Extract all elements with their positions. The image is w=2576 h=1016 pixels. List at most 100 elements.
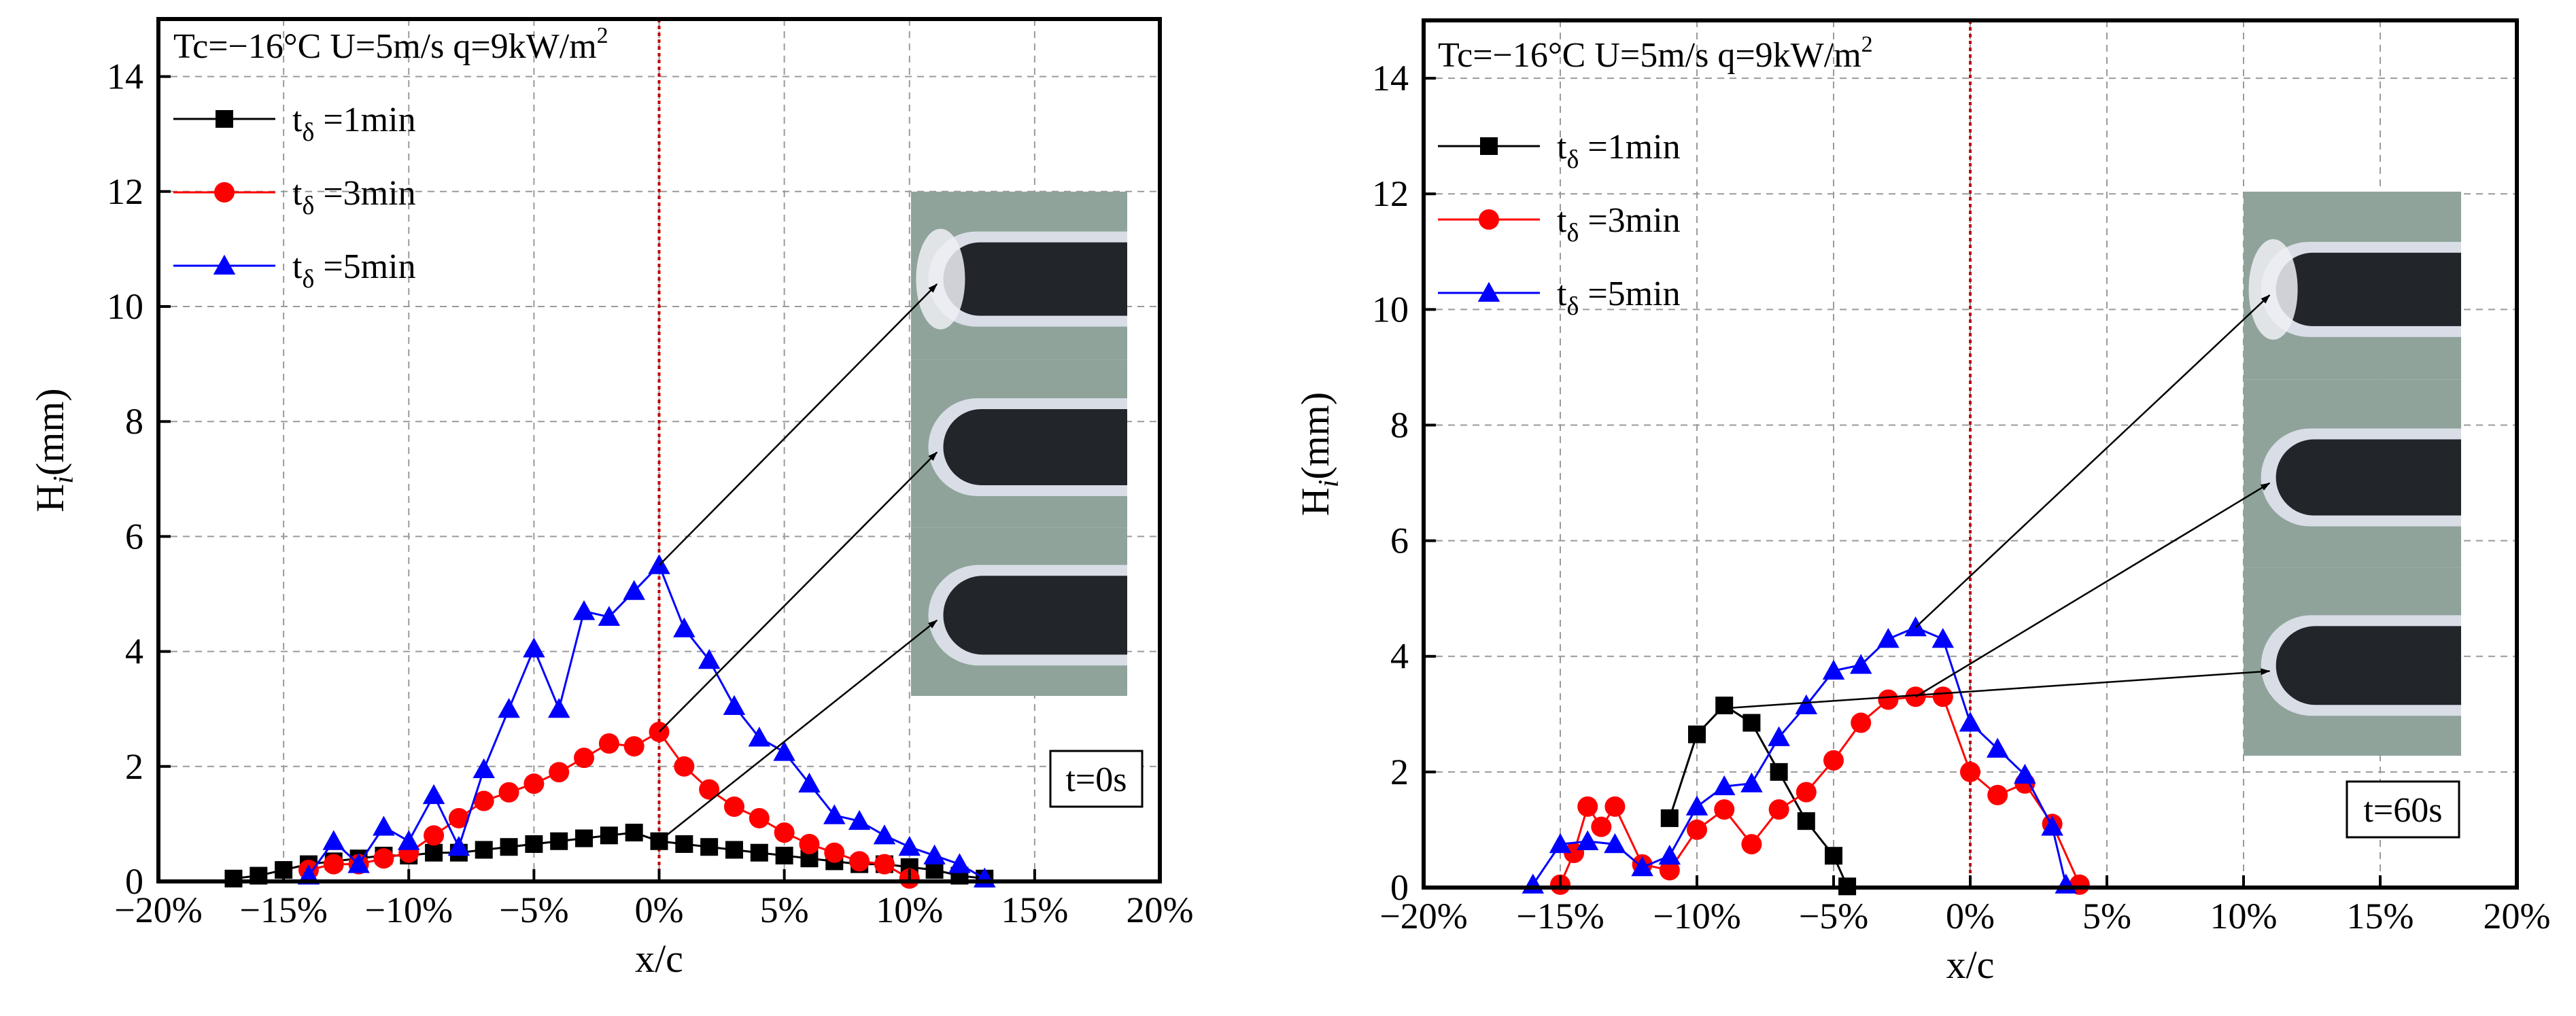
data-point	[1688, 725, 1706, 743]
data-point	[550, 832, 568, 850]
legend-marker	[216, 110, 233, 128]
data-point	[748, 726, 771, 747]
legend-label-suffix: =1min	[314, 101, 415, 139]
y-tick-label: 12	[1372, 173, 1409, 214]
annotation-label: t=0s	[1065, 760, 1127, 799]
legend-label: tδ =1min	[292, 101, 416, 147]
legend-marker	[1479, 209, 1499, 230]
x-axis-label: x/c	[1946, 943, 1995, 987]
x-tick-label: 15%	[1001, 890, 1068, 930]
x-tick-label: −15%	[1516, 896, 1604, 936]
y-label-main: H	[28, 484, 72, 512]
legend-label: tδ =5min	[1557, 275, 1681, 321]
ice-accretion	[2248, 239, 2298, 340]
chart-title-superscript: 2	[1861, 32, 1873, 57]
legend-label-sub: δ	[1566, 292, 1579, 321]
data-point	[1742, 714, 1761, 732]
ice-shape-photos: ice shape photographs	[911, 192, 1127, 696]
data-point	[723, 695, 746, 715]
airfoil-body	[2276, 626, 2461, 705]
data-point	[523, 637, 545, 658]
data-point	[923, 844, 946, 864]
annotation-box	[2346, 780, 2460, 839]
legend-label-suffix: =3min	[314, 174, 415, 213]
data-point	[1660, 809, 1679, 827]
data-point	[723, 796, 744, 818]
data-point	[774, 822, 795, 843]
y-tick-label: 14	[1372, 58, 1409, 99]
legend-item: tδ =5min	[173, 247, 416, 294]
photo-arrow	[1914, 482, 2271, 698]
x-tick-label: −20%	[1379, 896, 1467, 936]
y-axis-label: Hi(mm)	[28, 388, 80, 512]
data-point	[848, 809, 871, 830]
data-point	[425, 843, 443, 862]
data-point	[1591, 816, 1612, 837]
photo-arrow	[658, 283, 938, 566]
y-axis-label-text: Hi(mm)	[1293, 392, 1345, 516]
x-tick-label: 5%	[2082, 896, 2131, 936]
legend-label-t: t	[292, 101, 303, 139]
series-1	[1660, 697, 1857, 896]
photo-arrow	[1914, 294, 2271, 629]
data-point	[775, 846, 793, 864]
y-tick-label: 10	[1372, 289, 1409, 330]
data-point	[1768, 726, 1790, 746]
data-point	[424, 825, 445, 846]
y-tick-label: 14	[107, 56, 143, 97]
x-tick-label: 0%	[635, 890, 684, 930]
legend-label-sub: δ	[1566, 219, 1579, 247]
airfoil-body	[2276, 439, 2461, 516]
data-point	[498, 697, 520, 718]
x-axis-label: x/c	[635, 936, 683, 981]
data-point	[498, 782, 519, 803]
data-point	[574, 748, 595, 769]
data-point	[598, 733, 619, 754]
legend-marker	[1477, 281, 1500, 302]
legend-label-sub: δ	[302, 265, 314, 294]
data-point	[322, 830, 345, 850]
series-2	[1550, 686, 2090, 895]
data-point	[1931, 627, 1955, 648]
data-point	[1959, 712, 1982, 732]
y-axis-ticks: 0 2 4 6 8 10 12 14	[107, 56, 171, 902]
data-point	[674, 756, 695, 777]
ice-accretion	[916, 228, 965, 330]
legend-marker	[214, 182, 235, 203]
y-tick-label: 0	[125, 861, 143, 902]
y-label-unit: (mm)	[1293, 392, 1337, 480]
legend-label-t: t	[1557, 275, 1567, 313]
left-chart-panel: ice shape photographs −20% −15% −10% −5% 0% 5%…	[28, 17, 1193, 981]
data-point	[224, 869, 243, 888]
chart-title-main: Tc=−16°C U=5m/s q=9kW/m	[173, 27, 597, 66]
right-chart-panel: ice shape photographs −20% −15% −10% −5% 0% 5%…	[1293, 18, 2550, 987]
data-point	[1604, 796, 1626, 817]
data-point	[699, 779, 720, 800]
data-point	[1768, 799, 1789, 820]
data-point	[1822, 659, 1845, 680]
data-point	[523, 773, 545, 794]
airfoil-body	[943, 576, 1127, 655]
y-tick-label: 4	[1390, 636, 1409, 677]
data-point	[1932, 686, 1953, 707]
data-point	[422, 784, 445, 805]
legend-label: tδ =3min	[292, 174, 416, 220]
data-point	[1851, 712, 1872, 733]
photo-arrow	[1724, 668, 2271, 710]
y-label-unit: (mm)	[28, 388, 72, 476]
data-point	[1522, 873, 1545, 894]
photo-arrow	[658, 619, 938, 842]
legend-label: tδ =3min	[1557, 201, 1681, 247]
x-tick-label: 10%	[876, 890, 943, 930]
data-point	[473, 790, 494, 811]
data-point	[373, 848, 394, 869]
data-point	[598, 606, 621, 626]
x-tick-label: −15%	[239, 890, 327, 930]
series-line	[1559, 695, 2081, 886]
data-point	[749, 807, 770, 828]
y-tick-label: 12	[107, 171, 143, 212]
data-point	[1770, 763, 1788, 781]
